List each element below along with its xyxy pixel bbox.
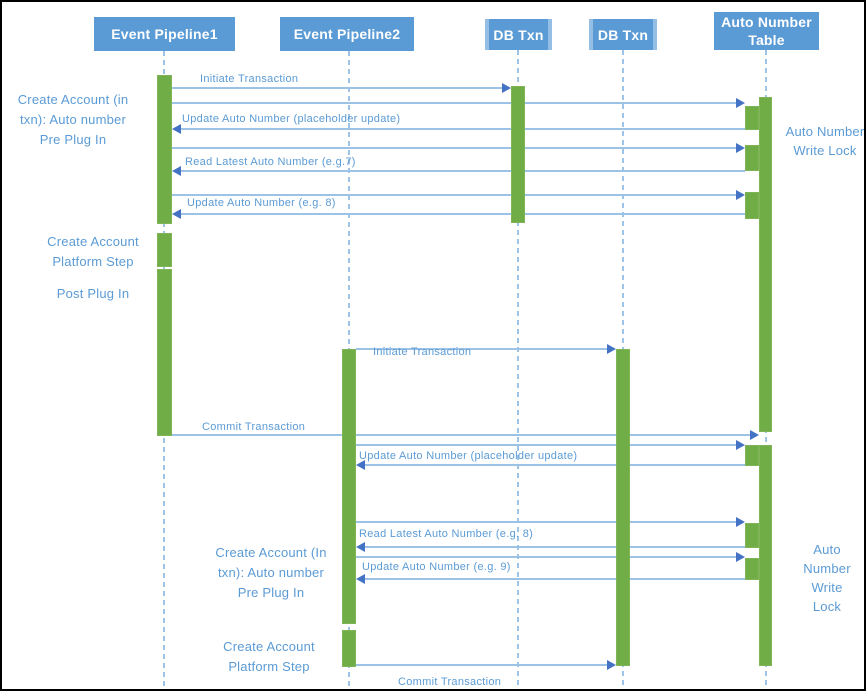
arrowhead-left (172, 209, 181, 219)
arrowhead-left (356, 542, 365, 552)
note-create-account-pre-plugin-txn2: Create Account (In txn): Auto number Pre… (215, 545, 327, 600)
activation-bar-auto-number-table (745, 558, 759, 580)
activation-bar-auto-number-table (745, 445, 759, 466)
message-line (364, 464, 745, 466)
arrowhead-right (736, 440, 745, 450)
arrowhead-right (736, 190, 745, 200)
message-line (172, 102, 737, 104)
message-line (356, 348, 608, 350)
message-line (356, 556, 737, 558)
message-label: Update Auto Number (placeholder update) (359, 450, 578, 462)
arrowhead-right (736, 143, 745, 153)
message-line (356, 521, 737, 523)
arrowhead-left (356, 574, 365, 584)
activation-bar-auto-number-table (745, 192, 759, 219)
message-label: Initiate Transaction (200, 73, 299, 85)
arrowhead-left (356, 460, 365, 470)
message-line (172, 87, 503, 89)
message-line (356, 664, 608, 666)
note-create-account-platform-step-2: Create Account Platform Step (223, 639, 315, 674)
message-label: Commit Transaction (398, 676, 502, 688)
note-auto-number-write-lock-1: Auto Number Write Lock (785, 124, 865, 158)
arrowhead-right (502, 83, 511, 93)
arrowhead-right (736, 517, 745, 527)
activation-bar-auto-number-table (759, 445, 772, 666)
note-create-account-pre-plugin-txn1: Create Account (in txn): Auto number Pre… (17, 92, 129, 147)
note-post-plugin: Post Plug In (56, 286, 130, 301)
note-create-account-platform-step-1: Create Account Platform Step (47, 234, 139, 269)
actor-event-pipeline2: Event Pipeline2 (280, 17, 414, 51)
message-label: Read Latest Auto Number (e.g.7) (185, 156, 356, 168)
activation-bar-event-pipeline2 (342, 630, 356, 667)
activation-bar-db-txn-1 (511, 86, 525, 223)
message-label: Commit Transaction (202, 421, 306, 433)
message-line (364, 546, 745, 548)
activation-bar-event-pipeline1 (157, 233, 172, 267)
message-line (172, 147, 737, 149)
message-label: Update Auto Number (e.g. 8) (187, 197, 336, 209)
message-label: Read Latest Auto Number (e.g. 8) (359, 528, 534, 540)
message-line (180, 213, 745, 215)
message-line (172, 194, 737, 196)
activation-bar-event-pipeline2 (342, 349, 356, 624)
arrowhead-right (607, 660, 616, 670)
message-line (172, 434, 751, 436)
arrowhead-right (750, 430, 759, 440)
actor-auto-number-table: Auto Number Table (714, 12, 819, 50)
activation-bar-auto-number-table (745, 523, 759, 548)
activation-bar-event-pipeline1 (157, 269, 172, 436)
arrowhead-right (607, 344, 616, 354)
message-line (356, 444, 737, 446)
activation-bar-db-txn-2 (616, 349, 630, 666)
message-line (180, 128, 745, 130)
message-label: Update Auto Number (placeholder update) (182, 113, 401, 125)
message-line (364, 578, 745, 580)
message-label: Initiate Transaction (373, 346, 472, 358)
message-line (180, 170, 745, 172)
lifeline-db-txn-1 (517, 50, 519, 688)
activation-bar-auto-number-table (759, 97, 772, 432)
actor-db-txn-2: DB Txn (589, 19, 657, 50)
activation-bar-auto-number-table (745, 145, 759, 171)
arrowhead-left (172, 124, 181, 134)
message-label: Update Auto Number (e.g. 9) (362, 561, 511, 573)
note-auto-number-write-lock-2: Auto Number Write Lock (803, 542, 851, 614)
activation-bar-auto-number-table (745, 106, 759, 130)
arrowhead-left (172, 166, 181, 176)
actor-event-pipeline1: Event Pipeline1 (94, 17, 235, 51)
actor-db-txn-1: DB Txn (485, 19, 552, 50)
arrowhead-right (736, 98, 745, 108)
activation-bar-event-pipeline1 (157, 75, 172, 224)
arrowhead-right (736, 552, 745, 562)
